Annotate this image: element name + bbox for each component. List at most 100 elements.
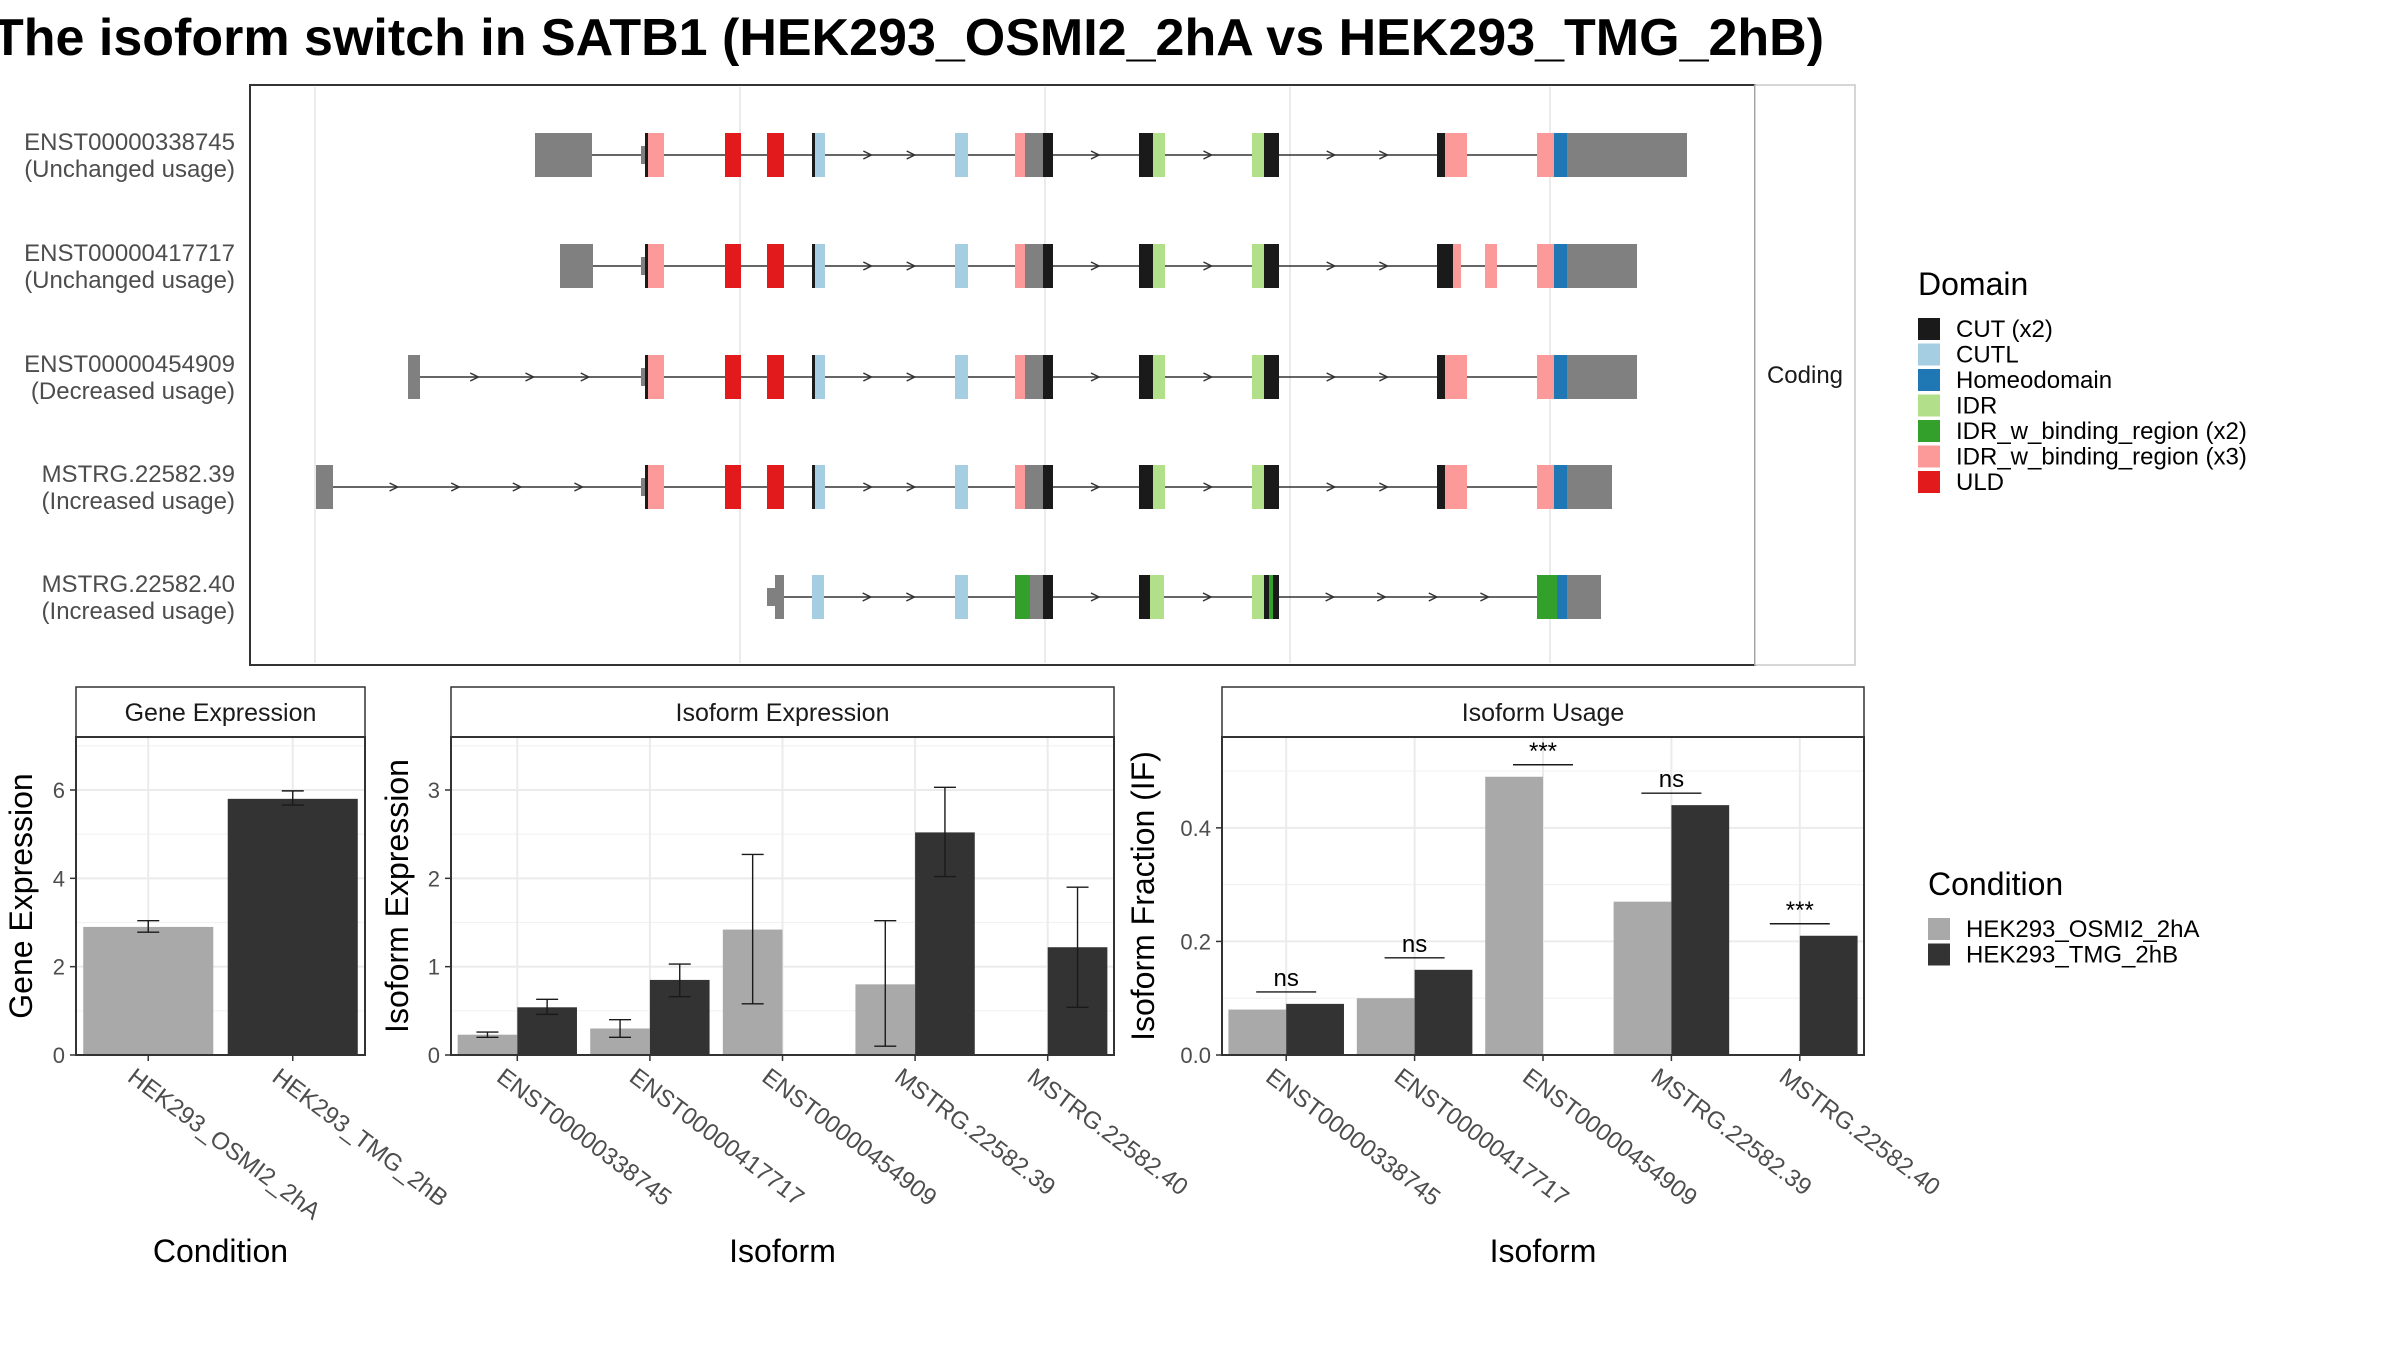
facet-label-coding: Coding	[1767, 362, 1843, 389]
utr-exon	[560, 244, 593, 288]
domain-legend-swatch	[1918, 445, 1940, 468]
small-exon	[641, 478, 647, 496]
isoform-id-label: MSTRG.22582.40	[42, 571, 235, 598]
domain-segment	[955, 575, 968, 619]
domain-segment	[1015, 244, 1025, 288]
significance-label: ns	[1402, 931, 1427, 958]
y-tick-label: 0.2	[1180, 929, 1211, 954]
domain-segment	[1252, 575, 1264, 619]
intron-arrow	[1378, 150, 1390, 160]
domain-segment	[1139, 465, 1153, 509]
intron-arrow	[574, 482, 585, 492]
domain-segment	[1554, 244, 1567, 288]
transcript-row	[408, 355, 1637, 399]
transcript-row	[560, 244, 1637, 288]
structure-isoform-labels: ENST00000338745(Unchanged usage)ENST0000…	[24, 129, 235, 625]
coding-exon	[1025, 465, 1043, 509]
domain-segment	[1153, 465, 1165, 509]
domain-segment	[648, 355, 664, 399]
intron-arrow	[1202, 592, 1213, 602]
intron-arrow	[906, 150, 917, 160]
data-bar	[1613, 901, 1672, 1055]
domain-segment	[1043, 244, 1053, 288]
domain-segment	[955, 465, 968, 509]
domain-segment	[1015, 465, 1025, 509]
intron-arrow	[1326, 150, 1337, 160]
utr-exon	[408, 355, 420, 399]
intron-arrow	[905, 592, 917, 602]
y-axis-title: Isoform Fraction (IF)	[1125, 751, 1161, 1041]
isoform-expression-chart: Isoform Expression0123ENST00000338745ENS…	[379, 686, 1193, 1269]
domain-segment	[1252, 465, 1264, 509]
isoform-id-label: ENST00000454909	[24, 351, 235, 378]
condition-legend-label: HEK293_TMG_2hB	[1966, 942, 2178, 969]
domain-segment	[1150, 575, 1164, 619]
domain-segment	[767, 133, 784, 177]
intron-arrow	[906, 482, 917, 492]
domain-segment	[1437, 355, 1445, 399]
domain-segment	[1437, 133, 1445, 177]
domain-segment	[815, 244, 825, 288]
figure-title: The isoform switch in SATB1 (HEK293_OSMI…	[0, 9, 1824, 67]
isoform-usage-label: (Unchanged usage)	[24, 267, 235, 294]
domain-legend-swatch	[1918, 471, 1940, 493]
domain-legend-label: IDR	[1956, 393, 1997, 420]
utr-exon	[1577, 244, 1637, 288]
domain-segment	[1264, 355, 1279, 399]
intron-arrow	[862, 261, 874, 271]
domain-segment	[1437, 244, 1453, 288]
isoform-usage-label: (Unchanged usage)	[24, 156, 235, 183]
coding-exon	[1567, 465, 1577, 509]
domain-segment	[815, 355, 825, 399]
data-bar	[1671, 805, 1730, 1055]
data-bar	[1356, 998, 1415, 1055]
data-bar	[517, 1007, 577, 1055]
y-tick-label: 1	[428, 955, 440, 980]
intron-arrow	[1203, 482, 1214, 492]
coding-exon	[1567, 244, 1577, 288]
utr-exon	[316, 465, 333, 509]
chart-title: Gene Expression	[125, 699, 317, 727]
significance-label: ***	[1786, 897, 1814, 924]
domain-segment	[1554, 465, 1567, 509]
intron-arrow	[862, 150, 874, 160]
x-axis-title: Isoform	[1490, 1233, 1597, 1269]
domain-segment	[725, 244, 741, 288]
domain-legend: Domain CUT (x2)CUTLHomeodomainIDRIDR_w_b…	[1918, 266, 2247, 496]
domain-segment	[1139, 575, 1150, 619]
domain-segment	[1139, 244, 1153, 288]
domain-segment	[812, 465, 816, 509]
domain-segment	[1557, 575, 1567, 619]
domain-segment	[1264, 465, 1279, 509]
intron-arrow	[1090, 150, 1101, 160]
domain-segment	[1445, 465, 1467, 509]
domain-segment	[1015, 133, 1025, 177]
y-tick-label: 2	[53, 955, 65, 980]
domain-legend-swatch	[1918, 369, 1940, 391]
y-tick-label: 0.4	[1180, 816, 1211, 841]
domain-segment	[1015, 575, 1030, 619]
domain-legend-label: IDR_w_binding_region (x2)	[1956, 418, 2247, 445]
intron-arrow	[1428, 592, 1439, 602]
intron-arrow	[469, 372, 480, 382]
intron-arrow	[1090, 592, 1101, 602]
coding-exon	[1025, 355, 1043, 399]
facet-strip	[1754, 84, 1856, 666]
domain-segment	[1273, 575, 1279, 619]
domain-segment	[648, 244, 664, 288]
data-bar	[1228, 1009, 1287, 1055]
chart-title: Isoform Usage	[1462, 699, 1625, 727]
utr-exon	[1577, 133, 1687, 177]
y-tick-label: 2	[428, 866, 440, 891]
isoform-id-label: MSTRG.22582.39	[42, 461, 235, 488]
intron-arrow	[1326, 482, 1337, 492]
intron-arrow	[450, 482, 461, 492]
domain-segment	[955, 133, 968, 177]
intron-arrow	[580, 372, 591, 382]
isoform-id-label: ENST00000417717	[24, 240, 235, 267]
domain-legend-swatch	[1918, 394, 1940, 417]
domain-legend-label: ULD	[1956, 469, 2004, 496]
domain-segment	[1537, 575, 1557, 619]
